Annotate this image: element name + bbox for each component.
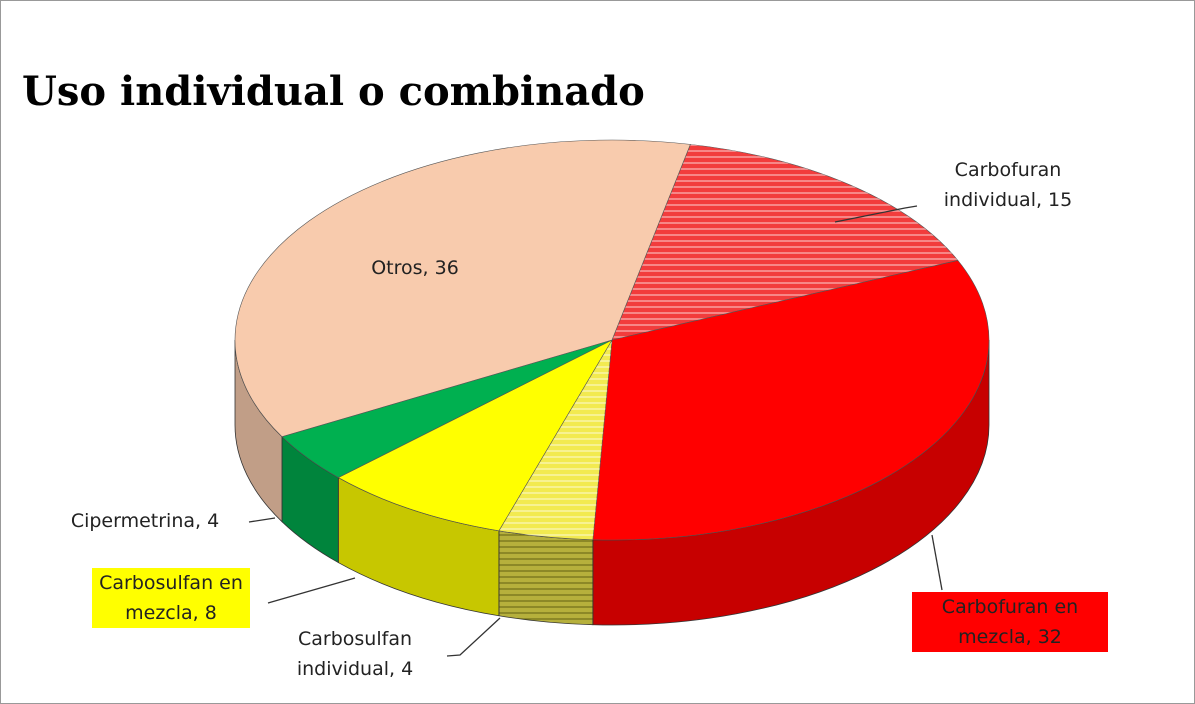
pie-slice [592, 260, 990, 541]
pie-slice [234, 139, 691, 438]
leader-lines [248, 205, 943, 657]
pie-slice [337, 339, 613, 532]
chart-title: Uso individual o combinado [22, 68, 645, 115]
data-label: Cipermetrina, 4 [70, 510, 220, 532]
data-label: Otros, 36 [371, 257, 459, 279]
pie-side-hatch [498, 530, 593, 625]
pie-slice-hatch [612, 144, 958, 340]
pie-slice-hatch [498, 340, 612, 540]
data-label: Carbofuran individual, 15 [943, 159, 1073, 211]
data-label: Carbosulfan individual, 4 [296, 628, 414, 680]
data-label: Carbofuran en mezcla, 32 [912, 592, 1108, 652]
data-label: Carbosulfan en mezcla, 8 [92, 568, 250, 628]
